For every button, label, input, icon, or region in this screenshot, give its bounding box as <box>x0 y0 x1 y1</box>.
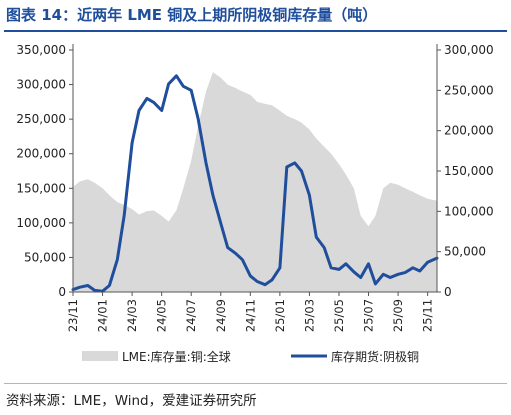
y-left-tick-label: 300,000 <box>16 78 66 92</box>
source-note: 资料来源：LME，Wind，爱建证券研究所 <box>6 393 257 409</box>
area-series-layer <box>73 72 437 292</box>
y-right-tick-label: 150,000 <box>444 164 494 178</box>
x-tick-label: 24/03 <box>125 299 139 332</box>
title-underline <box>4 30 507 32</box>
footer-divider <box>4 383 507 384</box>
x-tick-label: 25/05 <box>332 299 346 332</box>
line-series-shfe-cathode-copper <box>71 74 439 293</box>
x-tick-label: 25/09 <box>391 299 405 332</box>
y-left-tick-label: 50,000 <box>24 250 66 264</box>
y-left-tick-label: 0 <box>58 285 66 299</box>
x-tick-label: 24/07 <box>184 299 198 332</box>
area-series-lme-copper <box>73 72 437 292</box>
y-right-tick-label: 250,000 <box>444 83 494 97</box>
y-left-tick-label: 100,000 <box>16 216 66 230</box>
legend-label-area: LME:库存量:铜:全球 <box>122 349 231 364</box>
y-left-tick-label: 250,000 <box>16 112 66 126</box>
x-tick-label: 23/11 <box>66 299 80 332</box>
chart-title: 图表 14：近两年 LME 铜及上期所阴极铜库存量（吨） <box>6 6 378 24</box>
y-right-tick-label: 50,000 <box>444 245 486 259</box>
line-series-layer <box>71 74 439 293</box>
x-tick-label: 25/03 <box>302 299 316 332</box>
x-tick-label: 25/07 <box>362 299 376 332</box>
x-tick-label: 24/09 <box>214 299 228 332</box>
axes-layer: 0 50,000 100,000 150,000 200,000 250,000 300,0… <box>16 43 493 332</box>
x-tick-label: 24/01 <box>96 299 110 332</box>
y-right-tick-label: 300,000 <box>444 43 494 57</box>
legend-label-line: 库存期货:阴极铜 <box>331 349 419 364</box>
y-left-tick-label: 350,000 <box>16 43 66 57</box>
y-right-tick-label: 0 <box>444 285 452 299</box>
y-left-tick-label: 200,000 <box>16 147 66 161</box>
x-tick-label: 24/11 <box>243 299 257 332</box>
legend-swatch-area <box>82 351 118 361</box>
x-tick-label: 25/01 <box>273 299 287 332</box>
legend: LME:库存量:铜:全球 库存期货:阴极铜 <box>82 349 419 364</box>
x-tick-label: 24/05 <box>155 299 169 332</box>
y-right-tick-label: 100,000 <box>444 204 494 218</box>
y-left-tick-label: 150,000 <box>16 181 66 195</box>
y-right-tick-label: 200,000 <box>444 124 494 138</box>
x-tick-label: 25/11 <box>421 299 435 332</box>
